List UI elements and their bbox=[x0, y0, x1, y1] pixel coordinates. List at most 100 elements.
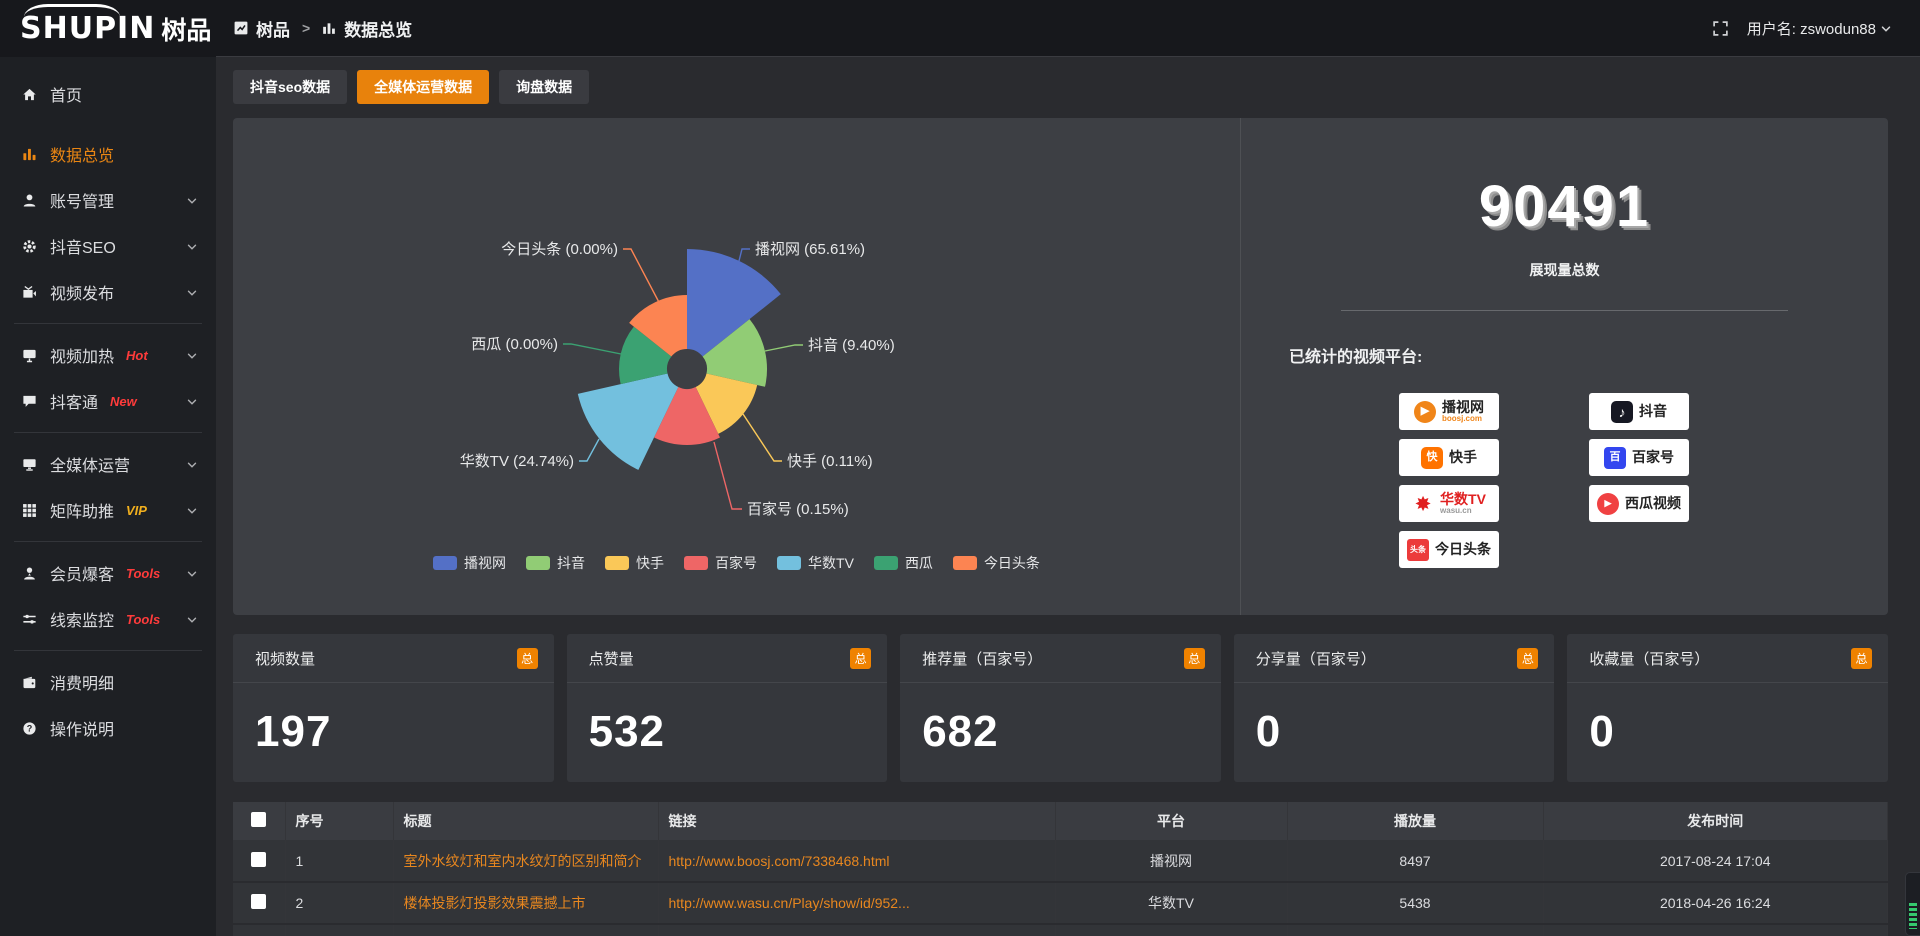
stat-card-title: 分享量（百家号） bbox=[1255, 650, 1376, 668]
platform-badge-快手: 快快手 bbox=[1399, 439, 1499, 476]
total-badge: 总 bbox=[1850, 647, 1872, 669]
tab-询盘数据[interactable]: 询盘数据 bbox=[499, 70, 590, 104]
sidebar-item-视频加热[interactable]: 视频加热 Hot bbox=[0, 332, 216, 378]
bar-chart-icon bbox=[22, 147, 37, 162]
chart-legend: 播视网 抖音 快手 百家号 华数TV 西瓜 今日头条 bbox=[233, 553, 1240, 573]
pie-label-line-百家号 bbox=[713, 441, 742, 510]
legend-item-百家号[interactable]: 百家号 bbox=[684, 553, 757, 573]
pie-slice-播视网[interactable] bbox=[687, 249, 781, 357]
overview-panel: 播视网 (65.61%) 抖音 (9.40%) 快手 (0.11%) 百家号 (0.1… bbox=[233, 118, 1888, 615]
chevron-down-icon bbox=[186, 286, 198, 298]
floating-side-widget[interactable] bbox=[1905, 872, 1920, 936]
row-checkbox[interactable] bbox=[251, 851, 266, 867]
cell-title-link[interactable] bbox=[393, 924, 659, 936]
chevron-down-icon bbox=[186, 395, 198, 407]
breadcrumb-root-icon bbox=[234, 21, 248, 35]
legend-item-抖音[interactable]: 抖音 bbox=[526, 553, 585, 573]
sidebar-item-label: 全媒体运营 bbox=[50, 458, 131, 475]
breadcrumb-root[interactable]: 树品 bbox=[256, 20, 290, 40]
sidebar-item-线索监控[interactable]: 线索监控 Tools bbox=[0, 596, 216, 642]
pie-slice-今日头条[interactable] bbox=[629, 295, 687, 357]
tab-抖音seo数据[interactable]: 抖音seo数据 bbox=[233, 70, 348, 104]
sidebar-item-label: 操作说明 bbox=[50, 722, 115, 739]
stat-card-视频数量: 视频数量 总 197 bbox=[233, 634, 554, 782]
pie-slice-抖音[interactable] bbox=[702, 319, 767, 387]
table-row bbox=[233, 924, 1888, 936]
sidebar-divider bbox=[14, 323, 202, 324]
legend-item-今日头条[interactable]: 今日头条 bbox=[952, 553, 1040, 573]
sidebar-item-首页[interactable]: 首页 bbox=[0, 71, 216, 117]
legend-item-西瓜[interactable]: 西瓜 bbox=[873, 553, 933, 573]
sidebar-divider bbox=[14, 650, 202, 651]
legend-item-播视网[interactable]: 播视网 bbox=[433, 553, 506, 573]
platform-name: 今日头条 bbox=[1435, 541, 1491, 558]
sidebar-item-视频发布[interactable]: 视频发布 bbox=[0, 269, 216, 315]
col-header-time: 发布时间 bbox=[1543, 802, 1888, 840]
stat-card-收藏量（百家号）: 收藏量（百家号） 总 0 bbox=[1567, 634, 1888, 782]
platform-share-chart: 播视网 (65.61%) 抖音 (9.40%) 快手 (0.11%) 百家号 (0.1… bbox=[233, 118, 1240, 615]
cell-index: 2 bbox=[285, 882, 394, 925]
cell-platform: 华数TV bbox=[1055, 882, 1288, 925]
pie-label-line-快手 bbox=[742, 413, 782, 462]
table-header-row: 序号 标题 链接 平台 播放量 发布时间 bbox=[233, 802, 1888, 840]
sliders-icon bbox=[22, 612, 37, 627]
sidebar-item-账号管理[interactable]: 账号管理 bbox=[0, 177, 216, 223]
sidebar-item-label: 线索监控 bbox=[50, 613, 115, 630]
百家号-logo-icon: 百 bbox=[1604, 446, 1626, 469]
sidebar-item-label: 账号管理 bbox=[50, 194, 115, 211]
sidebar-item-矩阵助推[interactable]: 矩阵助推 VIP bbox=[0, 487, 216, 533]
tab-全媒体运营数据[interactable]: 全媒体运营数据 bbox=[357, 70, 490, 104]
breadcrumb-current[interactable]: 数据总览 bbox=[344, 20, 413, 40]
legend-label: 今日头条 bbox=[983, 555, 1040, 571]
stat-card-value: 0 bbox=[1589, 707, 1615, 756]
chevron-down-icon bbox=[186, 613, 198, 625]
legend-swatch bbox=[777, 556, 802, 570]
breadcrumb: 树品 > 数据总览 bbox=[234, 16, 412, 41]
sidebar-item-抖客通[interactable]: 抖客通 New bbox=[0, 378, 216, 424]
pie-slice-西瓜[interactable] bbox=[619, 326, 672, 385]
sidebar-item-操作说明[interactable]: ? 操作说明 bbox=[0, 705, 216, 751]
row-checkbox[interactable] bbox=[251, 894, 266, 909]
legend-label: 播视网 bbox=[464, 555, 507, 571]
cell-time: 2018-04-26 16:24 bbox=[1543, 882, 1888, 925]
fullscreen-icon[interactable] bbox=[1712, 20, 1729, 37]
user-menu[interactable]: 用户名: zswodun88 bbox=[1747, 18, 1892, 39]
sidebar-item-label: 首页 bbox=[50, 88, 83, 105]
platform-name: 华数TV bbox=[1440, 490, 1486, 507]
legend-item-快手[interactable]: 快手 bbox=[605, 553, 664, 573]
legend-label: 华数TV bbox=[808, 555, 854, 571]
cell-title-link[interactable]: 室外水纹灯和室内水纹灯的区别和简介 bbox=[393, 840, 659, 883]
rose-pie-chart: 播视网 (65.61%) 抖音 (9.40%) 快手 (0.11%) 百家号 (0.1… bbox=[460, 241, 895, 518]
sidebar-item-抖音SEO[interactable]: 抖音SEO bbox=[0, 223, 216, 269]
sidebar-item-全媒体运营[interactable]: 全媒体运营 bbox=[0, 441, 216, 487]
legend-label: 快手 bbox=[636, 555, 665, 571]
cell-url-link[interactable]: http://www.boosj.com/7338468.html bbox=[658, 840, 1056, 883]
legend-item-华数TV[interactable]: 华数TV bbox=[777, 553, 854, 573]
sidebar-item-消费明细[interactable]: 消费明细 bbox=[0, 659, 216, 705]
pie-label-播视网: 播视网 (65.61%) bbox=[755, 241, 865, 258]
sidebar-item-会员爆客[interactable]: 会员爆客 Tools bbox=[0, 550, 216, 596]
chevron-down-icon bbox=[186, 567, 198, 579]
platform-name: 播视网 bbox=[1442, 398, 1484, 415]
pie-label-line-西瓜 bbox=[563, 343, 622, 355]
gear-icon bbox=[22, 239, 37, 254]
select-all-checkbox[interactable] bbox=[251, 812, 266, 827]
platform-badge-今日头条: 头条 今日头条 bbox=[1399, 531, 1499, 568]
pie-slice-快手[interactable] bbox=[695, 373, 758, 434]
stat-card-title: 点赞量 bbox=[588, 650, 634, 668]
抖音-logo-icon: ♪ bbox=[1611, 400, 1633, 423]
pie-slice-百家号[interactable] bbox=[654, 387, 720, 445]
wallet-icon bbox=[22, 675, 37, 690]
logo-text-cn: 树品 bbox=[161, 16, 212, 45]
platform-badge-西瓜视频: ▶ 西瓜视频 bbox=[1589, 485, 1689, 522]
cell-url-link[interactable]: http://www.wasu.cn/Play/show/id/952... bbox=[658, 882, 1056, 925]
sidebar-item-数据总览[interactable]: 数据总览 bbox=[0, 131, 216, 177]
help-icon: ? bbox=[22, 721, 37, 736]
cell-url-link[interactable] bbox=[658, 924, 1056, 936]
stat-card-title: 推荐量（百家号） bbox=[922, 650, 1043, 668]
sidebar-item-label: 视频加热 bbox=[50, 349, 115, 366]
cell-title-link[interactable]: 楼体投影灯投影效果震撼上市 bbox=[393, 882, 659, 925]
pie-slice-华数TV[interactable] bbox=[577, 373, 679, 470]
sidebar-item-label: 抖音SEO bbox=[50, 240, 116, 257]
pie-label-快手: 快手 (0.11%) bbox=[787, 453, 873, 470]
